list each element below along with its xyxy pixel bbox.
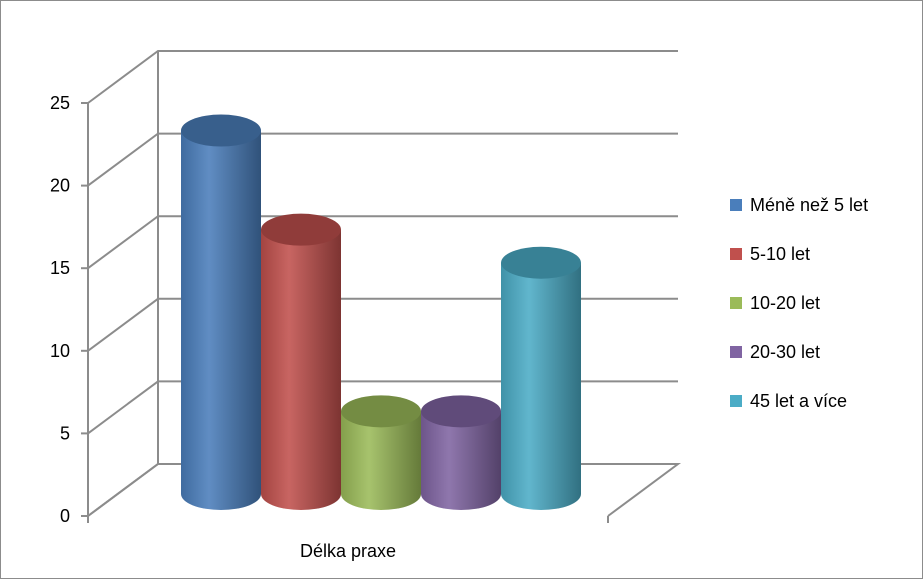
x-axis: Délka praxe: [300, 541, 396, 561]
gridlines: [87, 50, 678, 517]
cylinder-top: [341, 395, 421, 428]
bar-2: [261, 213, 341, 510]
legend: Méně než 5 let 5-10 let 10-20 let 20-30 let…: [730, 195, 868, 411]
bar-4: [421, 395, 501, 510]
cylinder-body: [501, 262, 581, 510]
gridline: [87, 50, 678, 104]
bar-1: [181, 114, 261, 510]
legend-label: 10-20 let: [750, 293, 820, 313]
legend-swatch: [730, 199, 742, 211]
legend-swatch: [730, 346, 742, 358]
cylinder-body: [261, 229, 341, 510]
bar-3: [341, 395, 421, 510]
legend-item: 5-10 let: [730, 244, 810, 264]
bars: [181, 114, 581, 510]
legend-label: 5-10 let: [750, 244, 810, 264]
gridline: [87, 215, 678, 270]
cylinder-top: [181, 114, 261, 147]
legend-label: 45 let a více: [750, 391, 847, 411]
gridline: [87, 132, 678, 187]
gridline: [87, 297, 678, 352]
y-tick-label: 5: [60, 423, 70, 443]
cylinder-body: [181, 130, 261, 510]
legend-label: 20-30 let: [750, 342, 820, 362]
y-axis: 0 5 10 15 20 25: [50, 93, 609, 526]
y-tick-label: 0: [60, 506, 70, 526]
y-tick-label: 10: [50, 341, 70, 361]
cylinder-body: [421, 411, 501, 510]
legend-item: 10-20 let: [730, 293, 820, 313]
bar-5: [501, 246, 581, 510]
legend-item: Méně než 5 let: [730, 195, 868, 215]
y-tick-label: 20: [50, 176, 70, 196]
cylinder-top: [261, 213, 341, 246]
legend-label: Méně než 5 let: [750, 195, 868, 215]
y-tick-label: 15: [50, 258, 70, 278]
legend-item: 20-30 let: [730, 342, 820, 362]
cylinder-body: [341, 411, 421, 510]
legend-swatch: [730, 395, 742, 407]
y-tick-label: 25: [50, 93, 70, 113]
legend-swatch: [730, 248, 742, 260]
legend-swatch: [730, 297, 742, 309]
cylinder-top: [501, 246, 581, 279]
legend-item: 45 let a více: [730, 391, 847, 411]
cylinder-top: [421, 395, 501, 428]
x-category-label: Délka praxe: [300, 541, 396, 561]
